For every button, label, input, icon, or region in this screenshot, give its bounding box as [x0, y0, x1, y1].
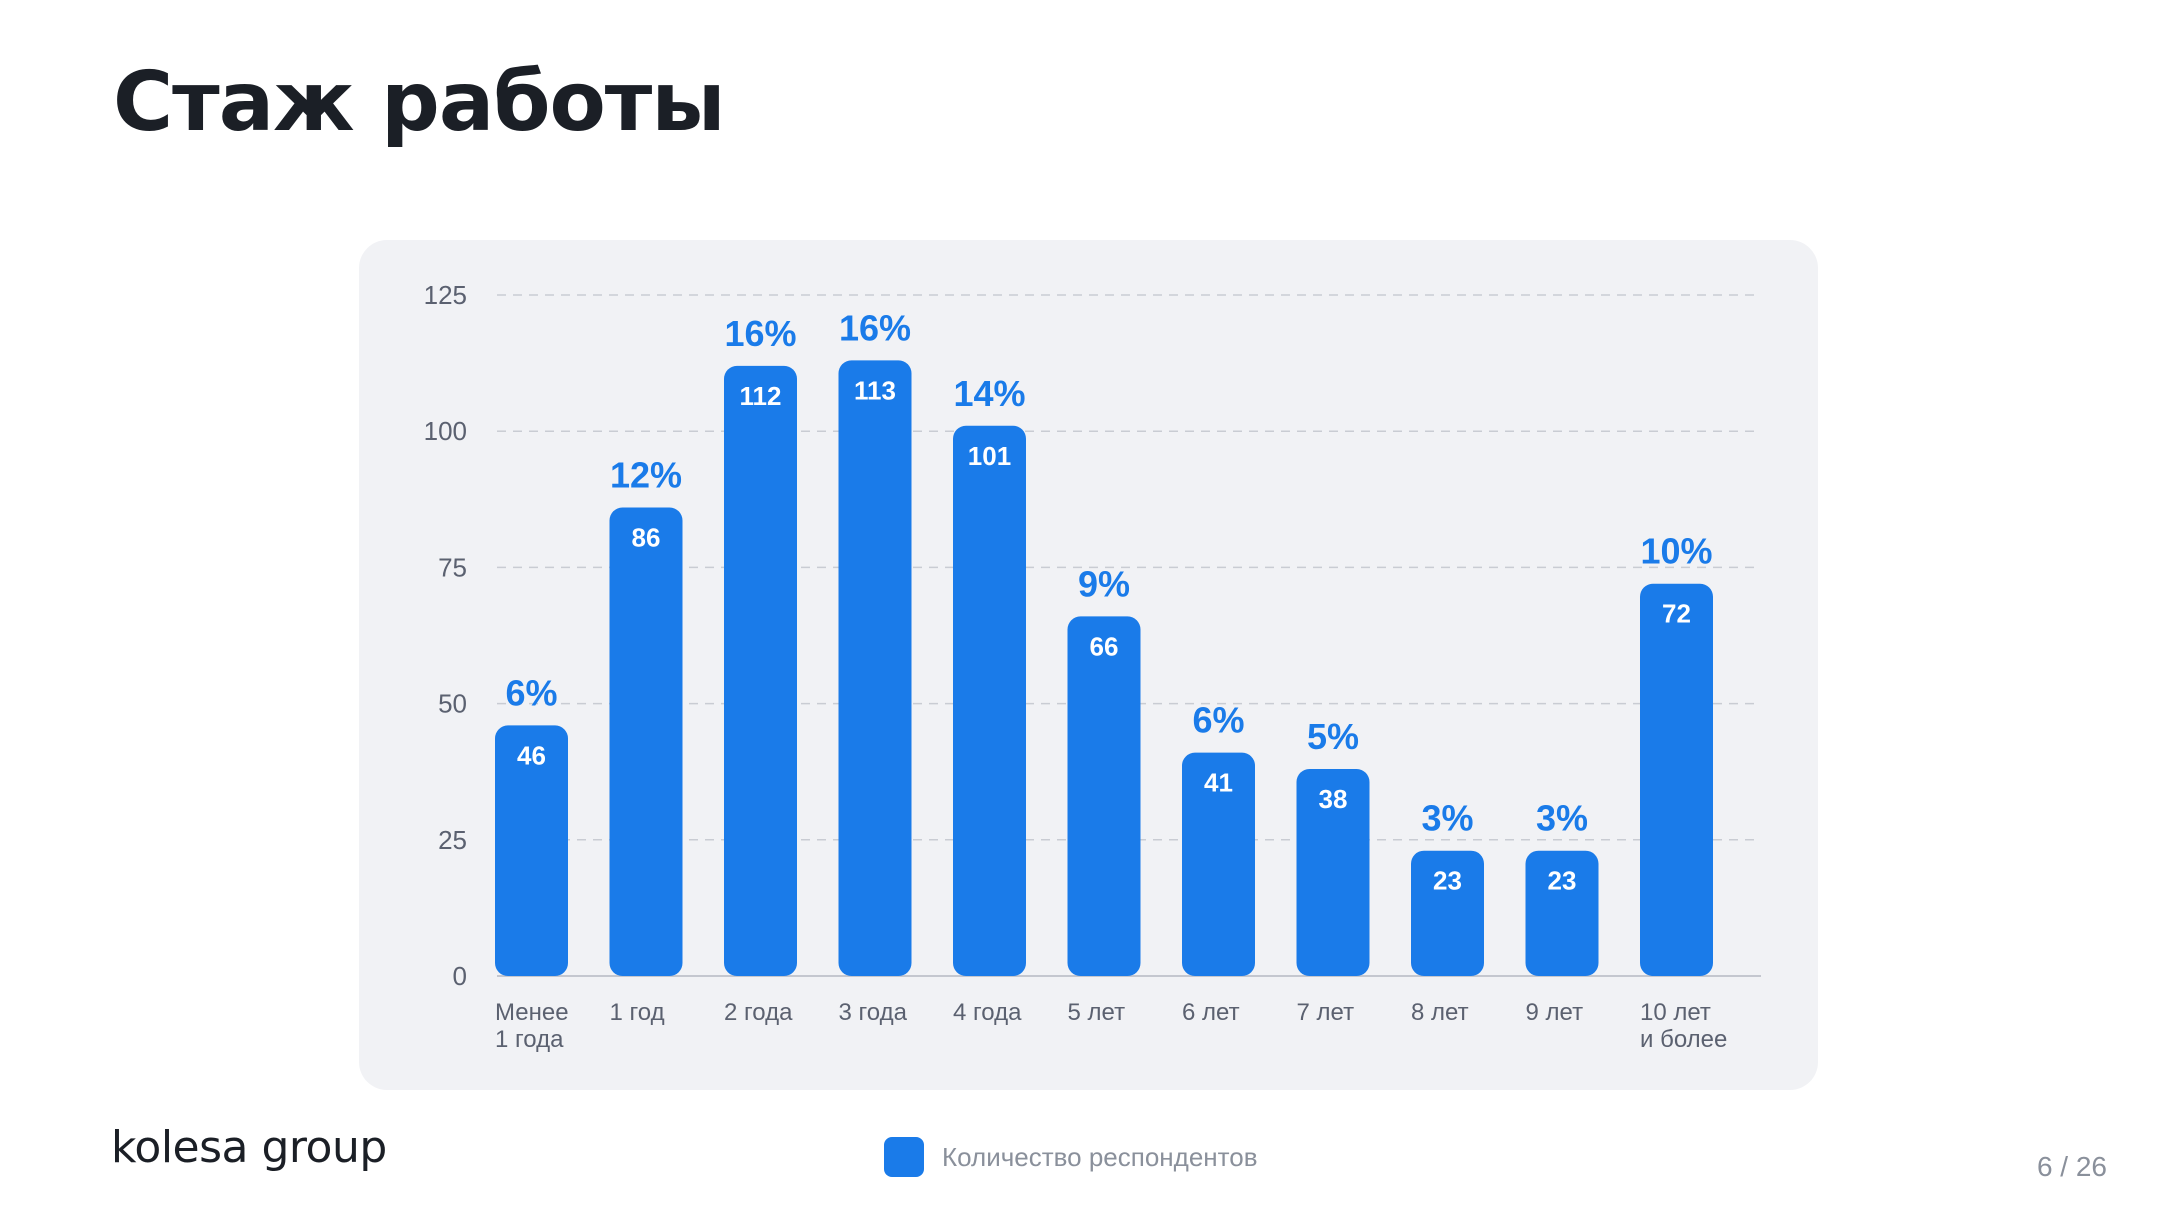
chart-card: 0 25 50 75 100 125 46 6% Менее 1 года 86 12% 1 год 11…	[359, 240, 1818, 1090]
bar-percent-label: 10%	[1640, 531, 1712, 572]
bar-value-label: 113	[854, 375, 896, 405]
bar	[838, 360, 912, 977]
bar	[1296, 768, 1370, 976]
x-tick-label: 8 лет	[1411, 999, 1469, 1026]
bar-value-label: 41	[1204, 768, 1233, 798]
x-tick-label: 5 лет	[1068, 999, 1126, 1026]
bar	[495, 725, 568, 976]
bar-percent-label: 12%	[610, 454, 682, 495]
bar-percent-label: 9%	[1078, 563, 1130, 604]
x-tick-label: 4 года	[953, 999, 1022, 1026]
bar-value-label: 72	[1662, 599, 1691, 629]
brand-logo: kolesa group	[111, 1122, 387, 1173]
x-tick-label: 1 года	[495, 1026, 564, 1053]
y-tick-label: 50	[438, 689, 467, 719]
x-tick-label: 1 год	[610, 999, 665, 1026]
bar-value-label: 23	[1433, 866, 1462, 896]
x-tick-label: 2 года	[724, 999, 793, 1026]
x-tick-label: Менее	[495, 999, 569, 1026]
y-tick-label: 25	[438, 825, 467, 855]
y-tick-label: 100	[424, 416, 467, 446]
bar	[1411, 850, 1484, 976]
bar	[609, 507, 683, 976]
bar-value-label: 23	[1548, 866, 1577, 896]
bar	[1640, 583, 1713, 976]
bar-percent-label: 14%	[953, 373, 1025, 414]
x-tick-label: 3 года	[839, 999, 908, 1026]
bar-percent-label: 16%	[839, 307, 911, 348]
legend-label: Количество респондентов	[942, 1141, 1258, 1172]
bar-value-label: 38	[1319, 784, 1348, 814]
bar-percent-label: 6%	[505, 672, 557, 713]
x-tick-label: 10 лет	[1640, 999, 1711, 1026]
bar	[724, 365, 797, 977]
legend-swatch	[884, 1137, 924, 1177]
x-tick-label: 7 лет	[1297, 999, 1355, 1026]
bar-percent-label: 6%	[1192, 700, 1244, 741]
y-tick-label: 75	[438, 552, 467, 582]
chart-legend: Количество респондентов	[884, 1137, 1258, 1177]
x-tick-label: 9 лет	[1526, 999, 1584, 1026]
bar-value-label: 66	[1090, 631, 1119, 661]
x-tick-label: и более	[1640, 1026, 1727, 1053]
bar-value-label: 86	[632, 522, 661, 552]
bar-percent-label: 16%	[724, 313, 796, 354]
bar-value-label: 112	[740, 381, 782, 411]
bar	[1182, 752, 1255, 976]
bar-percent-label: 3%	[1421, 798, 1473, 839]
page-title: Стаж работы	[113, 55, 725, 150]
x-tick-label: 6 лет	[1182, 999, 1240, 1026]
bar	[1067, 616, 1141, 976]
bar-value-label: 46	[517, 740, 546, 770]
bar-percent-label: 5%	[1307, 716, 1359, 757]
y-tick-label: 125	[424, 280, 467, 310]
page-counter: 6 / 26	[2036, 1151, 2107, 1182]
bar	[1525, 850, 1599, 976]
y-tick-label: 0	[453, 961, 467, 991]
bar-value-label: 101	[968, 441, 1011, 471]
bar	[953, 425, 1026, 976]
bar-percent-label: 3%	[1536, 798, 1588, 839]
